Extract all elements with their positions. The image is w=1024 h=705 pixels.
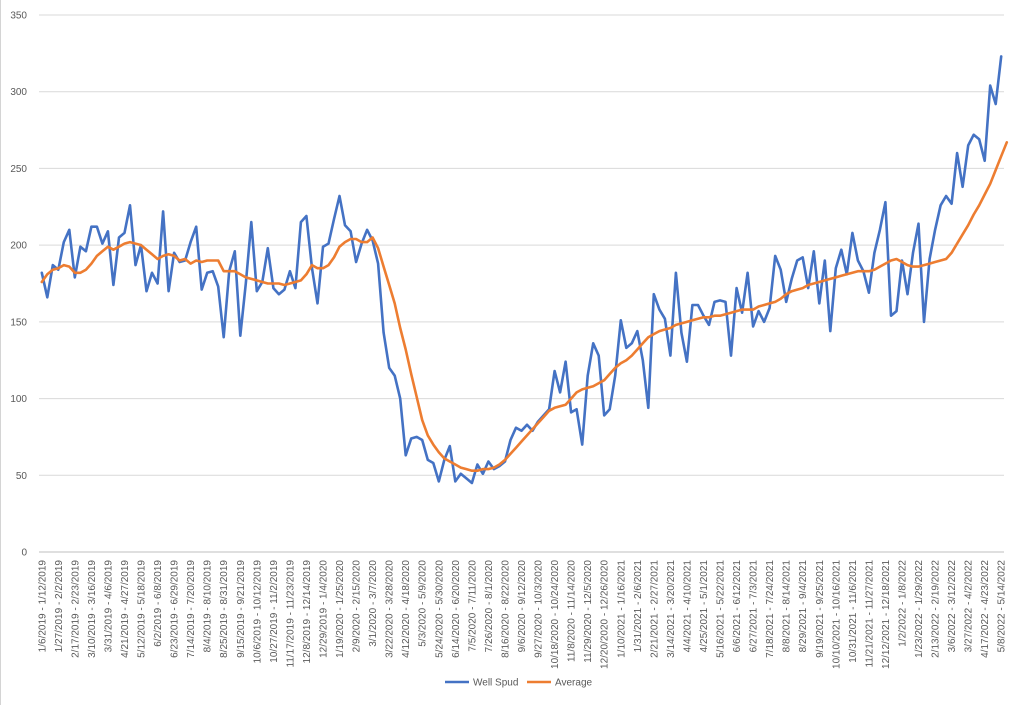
y-axis: 0 50 100 150 200 250 300 350 [10, 11, 27, 559]
x-tick-label: 6/14/2020 - 6/20/2020 [451, 560, 462, 658]
x-tick-label: 9/15/2019 - 9/21/2019 [236, 560, 247, 658]
y-tick-label: 0 [21, 548, 27, 559]
y-tick-label: 350 [10, 11, 27, 22]
x-tick-label: 10/31/2021 - 11/6/2021 [848, 560, 859, 663]
x-tick-label: 9/27/2020 - 10/3/2020 [534, 560, 545, 658]
x-tick-label: 1/19/2020 - 1/25/2020 [335, 560, 346, 658]
x-tick-label: 4/4/2021 - 4/10/2021 [682, 560, 693, 653]
legend-label: Well Spud [473, 678, 518, 689]
x-tick-label: 3/14/2021 - 3/20/2021 [666, 560, 677, 658]
x-tick-label: 10/10/2021 - 10/16/2021 [831, 560, 842, 669]
x-tick-label: 11/21/2021 - 11/27/2021 [864, 560, 875, 668]
x-tick-label: 6/27/2021 - 7/3/2021 [749, 560, 760, 653]
x-tick-label: 6/23/2019 - 6/29/2019 [170, 560, 181, 658]
x-tick-label: 3/27/2022 - 4/2/2022 [964, 560, 975, 653]
gridlines [39, 14, 1004, 553]
y-tick-label: 150 [10, 317, 27, 328]
x-tick-label: 3/31/2019 - 4/6/2019 [103, 560, 114, 653]
y-tick-label: 200 [10, 241, 27, 252]
x-tick-label: 12/8/2019 - 12/14/2019 [302, 560, 313, 664]
x-tick-label: 4/17/2022 - 4/23/2022 [980, 560, 991, 658]
x-tick-label: 9/19/2021 - 9/25/2021 [815, 560, 826, 658]
x-tick-label: 2/17/2019 - 2/23/2019 [70, 560, 81, 658]
x-tick-label: 7/14/2019 - 7/20/2019 [186, 560, 197, 658]
plot-lines [40, 55, 1009, 485]
x-tick-label: 7/18/2021 - 7/24/2021 [765, 560, 776, 658]
y-tick-label: 250 [10, 164, 27, 175]
x-tick-label: 3/6/2022 - 3/12/2022 [947, 560, 958, 653]
x-tick-label: 3/1/2020 - 3/7/2020 [368, 560, 379, 647]
x-tick-label: 7/5/2020 - 7/11/2020 [467, 560, 478, 652]
x-tick-label: 1/23/2022 - 1/29/2022 [914, 560, 925, 658]
x-tick-label: 5/16/2021 - 5/22/2021 [716, 560, 727, 658]
x-tick-label: 10/27/2019 - 11/2/2019 [269, 560, 280, 663]
x-tick-label: 1/10/2021 - 1/16/2021 [616, 560, 627, 658]
x-tick-label: 12/12/2021 - 12/18/2021 [881, 560, 892, 669]
x-tick-label: 11/8/2020 - 11/14/2020 [567, 560, 578, 662]
x-tick-label: 8/29/2021 - 9/4/2021 [798, 560, 809, 653]
series-line-average [40, 141, 1009, 473]
x-tick-label: 8/8/2021 - 8/14/2021 [782, 560, 793, 653]
x-tick-label: 1/2/2022 - 1/8/2022 [897, 560, 908, 647]
x-tick-label: 6/2/2019 - 6/8/2019 [153, 560, 164, 647]
x-tick-label: 3/10/2019 - 3/16/2019 [87, 560, 98, 658]
y-tick-label: 300 [10, 87, 27, 98]
x-tick-label: 6/6/2021 - 6/12/2021 [732, 560, 743, 653]
x-tick-label: 2/21/2021 - 2/27/2021 [649, 560, 660, 658]
y-tick-label: 50 [16, 471, 28, 482]
x-tick-label: 5/3/2020 - 5/9/2020 [418, 560, 429, 647]
x-tick-label: 4/12/2020 - 4/18/2020 [401, 560, 412, 658]
x-tick-label: 8/16/2020 - 8/22/2020 [500, 560, 511, 658]
legend-label: Average [555, 678, 593, 689]
x-tick-label: 8/25/2019 - 8/31/2019 [219, 560, 230, 658]
x-tick-label: 10/18/2020 - 10/24/2020 [550, 560, 561, 669]
x-tick-label: 1/6/2019 - 1/12/2019 [37, 560, 48, 653]
x-tick-label: 2/9/2020 - 2/15/2020 [352, 560, 363, 653]
x-axis: 1/6/2019 - 1/12/2019 1/27/2019 - 2/2/2019… [37, 560, 1007, 669]
x-tick-label: 1/31/2021 - 2/6/2021 [633, 560, 644, 653]
x-tick-label: 11/29/2020 - 12/5/2020 [583, 560, 594, 663]
x-tick-label: 12/20/2020 - 12/26/2020 [600, 560, 611, 669]
x-tick-label: 5/8/2022 - 5/14/2022 [997, 560, 1008, 653]
x-tick-label: 1/27/2019 - 2/2/2019 [54, 560, 65, 653]
x-tick-label: 7/26/2020 - 8/1/2020 [484, 560, 495, 653]
x-tick-label: 9/6/2020 - 9/12/2020 [517, 560, 528, 653]
y-tick-label: 100 [10, 394, 27, 405]
x-tick-label: 12/29/2019 - 1/4/2020 [318, 560, 329, 658]
x-tick-label: 4/21/2019 - 4/27/2019 [120, 560, 131, 658]
x-tick-label: 5/24/2020 - 5/30/2020 [434, 560, 445, 658]
legend: Well Spud Average [445, 678, 593, 689]
x-tick-label: 8/4/2019 - 8/10/2019 [203, 560, 214, 653]
x-tick-label: 4/25/2021 - 5/1/2021 [699, 560, 710, 653]
series-line-well-spud [40, 55, 1003, 485]
x-tick-label: 5/12/2019 - 5/18/2019 [137, 560, 148, 658]
x-tick-label: 2/13/2022 - 2/19/2022 [931, 560, 942, 658]
x-tick-label: 11/17/2019 - 11/23/2019 [285, 560, 296, 668]
x-tick-label: 10/6/2019 - 10/12/2019 [252, 560, 263, 664]
x-tick-label: 3/22/2020 - 3/28/2020 [385, 560, 396, 658]
